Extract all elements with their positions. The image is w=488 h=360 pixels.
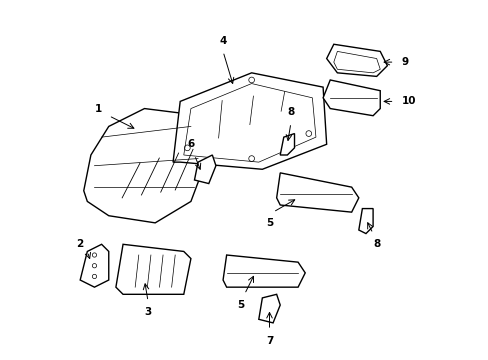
Text: 4: 4 bbox=[219, 36, 226, 46]
Text: 5: 5 bbox=[265, 218, 273, 228]
Polygon shape bbox=[323, 80, 380, 116]
Text: 3: 3 bbox=[144, 307, 151, 317]
Polygon shape bbox=[276, 173, 358, 212]
Text: 7: 7 bbox=[265, 336, 273, 346]
Polygon shape bbox=[326, 44, 386, 76]
Text: 5: 5 bbox=[237, 300, 244, 310]
Text: 10: 10 bbox=[401, 96, 415, 107]
Polygon shape bbox=[258, 294, 280, 323]
Polygon shape bbox=[80, 244, 108, 287]
Polygon shape bbox=[83, 109, 216, 223]
Text: 8: 8 bbox=[287, 107, 294, 117]
Polygon shape bbox=[194, 155, 216, 184]
Polygon shape bbox=[223, 255, 305, 287]
Text: 9: 9 bbox=[401, 57, 408, 67]
Text: 1: 1 bbox=[94, 104, 102, 113]
Polygon shape bbox=[116, 244, 190, 294]
Text: 2: 2 bbox=[77, 239, 83, 249]
Text: 6: 6 bbox=[187, 139, 194, 149]
Polygon shape bbox=[358, 208, 372, 234]
Polygon shape bbox=[173, 73, 326, 169]
Polygon shape bbox=[280, 134, 294, 155]
Text: 8: 8 bbox=[372, 239, 380, 249]
